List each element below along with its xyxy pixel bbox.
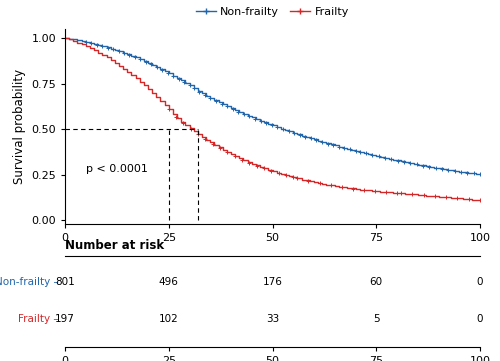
Text: 496: 496 <box>159 277 178 287</box>
Text: 33: 33 <box>266 314 279 325</box>
Text: Number at risk: Number at risk <box>65 239 164 252</box>
Text: 5: 5 <box>373 314 380 325</box>
Text: p < 0.0001: p < 0.0001 <box>86 164 148 174</box>
Text: 102: 102 <box>159 314 178 325</box>
Text: 0: 0 <box>477 277 484 287</box>
Text: 176: 176 <box>262 277 282 287</box>
Text: 60: 60 <box>370 277 383 287</box>
Text: Non-frailty –: Non-frailty – <box>0 277 59 287</box>
Text: 801: 801 <box>55 277 75 287</box>
Text: 197: 197 <box>55 314 75 325</box>
Legend: Non-frailty, Frailty: Non-frailty, Frailty <box>192 3 354 21</box>
Y-axis label: Survival probability: Survival probability <box>12 69 26 184</box>
Text: Frailty –: Frailty – <box>18 314 59 325</box>
Text: 0: 0 <box>477 314 484 325</box>
